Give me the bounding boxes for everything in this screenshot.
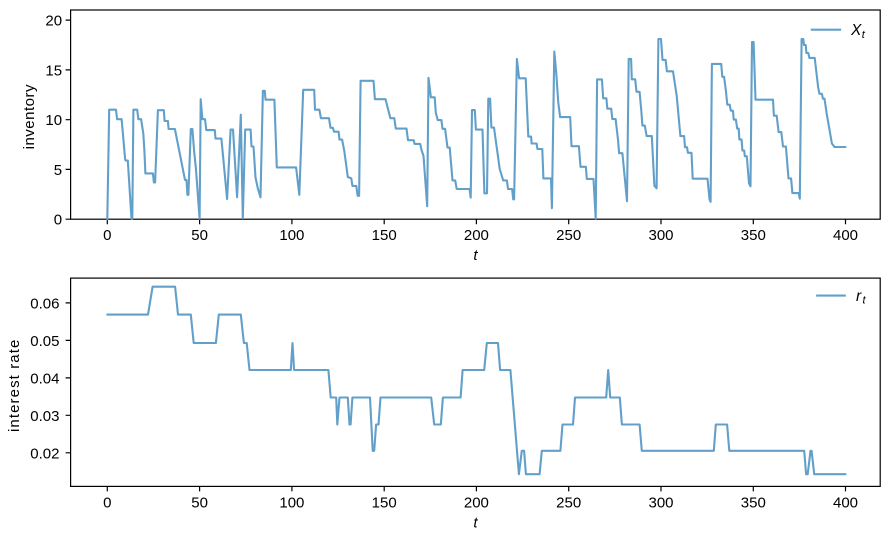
svg-text:50: 50 (191, 494, 208, 511)
svg-text:250: 250 (556, 227, 581, 244)
svg-text:10: 10 (45, 112, 62, 129)
svg-text:15: 15 (45, 62, 62, 79)
svg-text:t: t (473, 247, 478, 264)
svg-text:X: X (850, 22, 862, 39)
svg-text:350: 350 (741, 227, 766, 244)
svg-text:200: 200 (464, 227, 489, 244)
svg-text:0.02: 0.02 (30, 445, 59, 462)
svg-text:0: 0 (103, 227, 111, 244)
svg-text:t: t (473, 515, 478, 532)
svg-text:t: t (862, 29, 866, 41)
svg-text:400: 400 (833, 494, 858, 511)
svg-text:250: 250 (556, 494, 581, 511)
svg-text:400: 400 (833, 227, 858, 244)
svg-text:200: 200 (464, 494, 489, 511)
svg-text:0.03: 0.03 (30, 408, 59, 425)
svg-text:300: 300 (648, 494, 673, 511)
svg-text:0: 0 (54, 212, 62, 229)
svg-text:0.04: 0.04 (30, 370, 59, 387)
svg-text:5: 5 (54, 162, 62, 179)
svg-text:0.06: 0.06 (30, 295, 59, 312)
svg-text:0: 0 (103, 494, 111, 511)
svg-text:interest rate: interest rate (6, 339, 23, 433)
svg-text:t: t (863, 295, 867, 307)
svg-text:350: 350 (741, 494, 766, 511)
svg-text:20: 20 (45, 13, 62, 30)
svg-text:inventory: inventory (21, 84, 38, 149)
svg-text:150: 150 (372, 227, 397, 244)
svg-text:100: 100 (279, 494, 304, 511)
svg-text:300: 300 (648, 227, 673, 244)
svg-text:r: r (856, 288, 862, 305)
svg-text:0.05: 0.05 (30, 333, 59, 350)
svg-text:50: 50 (191, 227, 208, 244)
svg-text:100: 100 (279, 227, 304, 244)
svg-text:150: 150 (372, 494, 397, 511)
